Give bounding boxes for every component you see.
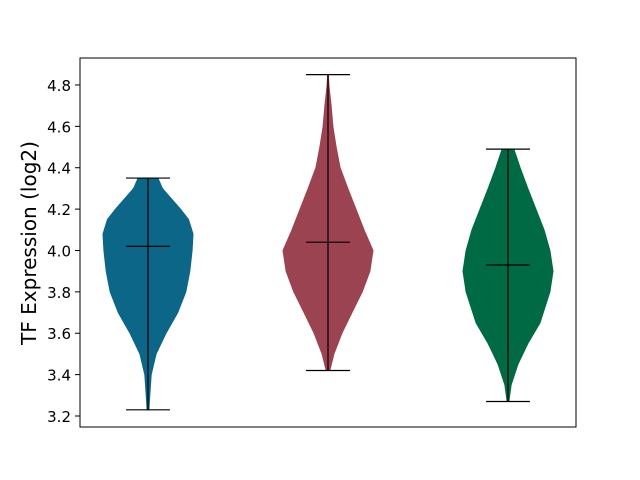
y-tick-label: 4.8: [47, 77, 71, 95]
y-tick-label: 4.0: [47, 242, 71, 260]
y-tick-label: 4.4: [47, 160, 71, 178]
y-tick-label: 4.2: [47, 201, 71, 219]
y-tick-label: 4.6: [47, 118, 71, 136]
y-axis-label: TF Expression (log2): [17, 141, 41, 346]
y-tick-label: 3.4: [47, 367, 71, 385]
y-axis-ticks: 3.2 3.4 3.6 3.8 4.0 4.2 4.4 4.6 4.8: [47, 77, 80, 426]
y-tick-label: 3.6: [47, 325, 71, 343]
y-tick-label: 3.2: [47, 408, 71, 426]
y-tick-label: 3.8: [47, 284, 71, 302]
violins: [102, 74, 554, 411]
